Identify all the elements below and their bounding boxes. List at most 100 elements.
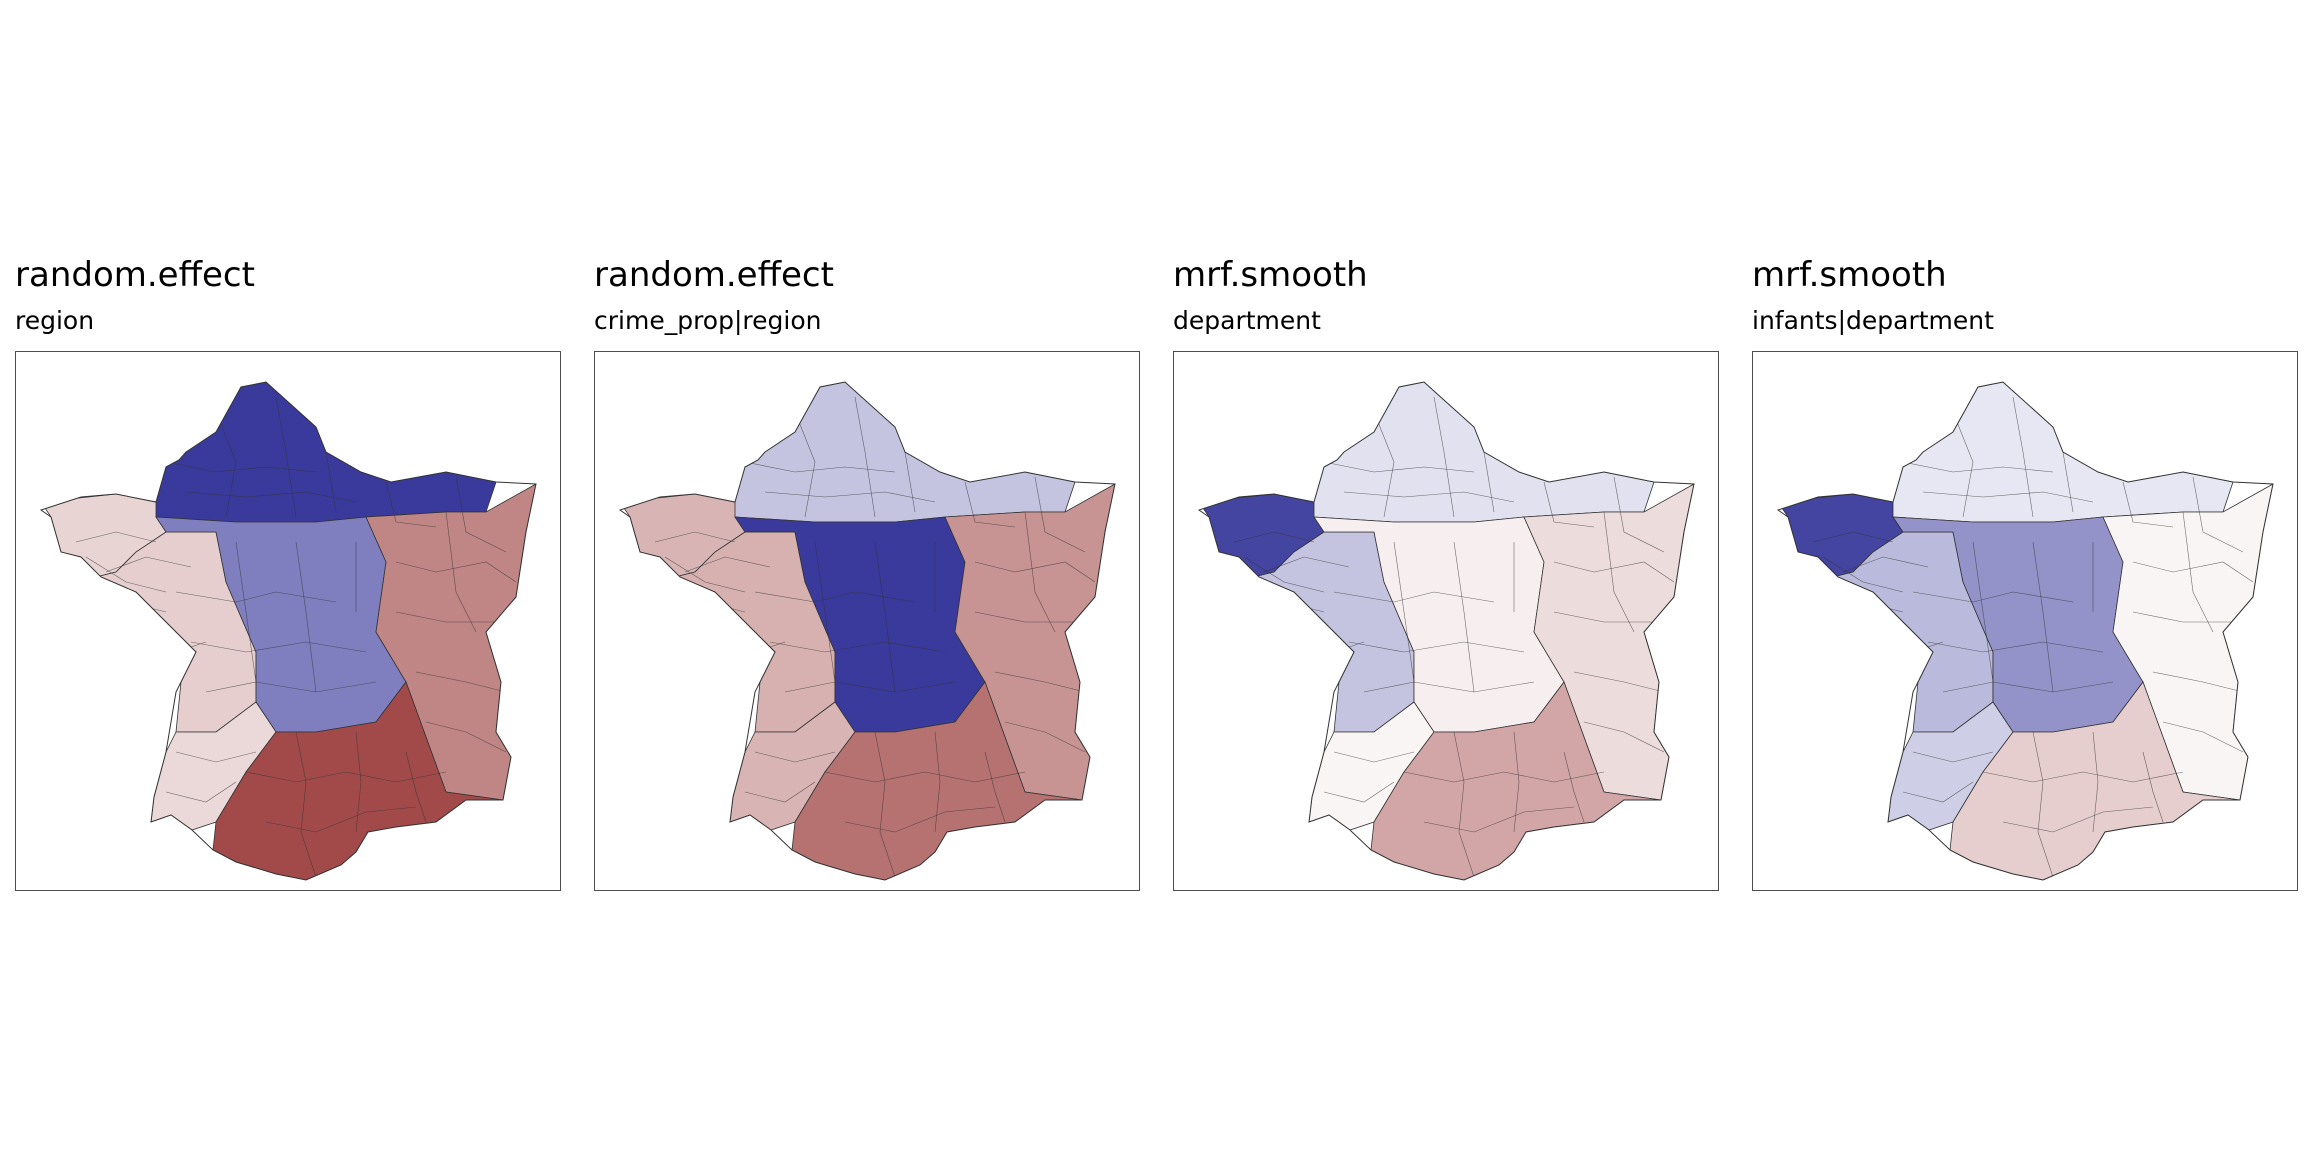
country-outline — [618, 381, 1116, 881]
map-frame — [594, 351, 1140, 891]
department-boundary — [265, 806, 417, 833]
department-boundary — [2062, 451, 2074, 513]
department-boundary — [2092, 731, 2099, 833]
france-map — [1776, 381, 2274, 881]
department-boundary — [1942, 681, 2114, 693]
department-boundary — [2002, 806, 2154, 833]
department-boundary — [1972, 541, 1994, 683]
department-boundary — [814, 541, 836, 683]
region-north — [1852, 382, 2234, 523]
department-boundary — [744, 781, 816, 803]
country-outline — [1197, 381, 1695, 881]
france-map — [618, 381, 1116, 881]
department-boundary — [1393, 541, 1415, 683]
department-boundary — [395, 611, 496, 623]
map-frame — [15, 351, 561, 891]
department-boundary — [1323, 781, 1395, 803]
department-boundary — [2152, 671, 2244, 693]
department-boundary — [1842, 556, 1929, 573]
department-boundary — [1563, 751, 1585, 823]
department-boundary — [295, 731, 317, 878]
department-boundary — [1553, 561, 1675, 583]
department-boundary — [664, 556, 746, 593]
region-north — [694, 382, 1076, 523]
department-boundary — [455, 476, 507, 553]
department-boundary — [405, 751, 427, 823]
department-boundary — [1613, 476, 1665, 553]
department-boundary — [744, 461, 896, 473]
department-boundary — [2122, 481, 2174, 528]
department-boundary — [215, 411, 237, 518]
department-boundary — [445, 511, 477, 633]
department-boundary — [1603, 511, 1635, 633]
department-boundary — [295, 541, 317, 693]
region-north — [1273, 382, 1655, 523]
department-boundary — [2132, 611, 2233, 623]
department-boundary — [1952, 411, 1974, 518]
department-boundary — [1583, 721, 1665, 753]
department-boundary — [1348, 641, 1525, 653]
country-outline — [39, 381, 537, 881]
department-boundary — [994, 671, 1086, 693]
france-map — [1197, 381, 1695, 881]
department-boundary — [1902, 461, 2054, 473]
department-boundary — [684, 556, 771, 573]
region-north — [115, 382, 497, 523]
department-boundary — [2012, 396, 2034, 518]
department-boundary — [325, 451, 337, 513]
department-boundary — [105, 556, 192, 573]
department-boundary — [185, 491, 357, 503]
department-boundary — [1373, 411, 1395, 518]
department-boundary — [1912, 591, 2074, 603]
department-boundary — [2142, 751, 2164, 823]
department-boundary — [1927, 641, 2104, 653]
department-boundary — [1323, 461, 1475, 473]
department-boundary — [190, 641, 367, 653]
panel-subtitle: department — [1173, 306, 1321, 335]
panel-title: random.effect — [594, 255, 834, 295]
department-boundary — [1024, 511, 1056, 633]
department-boundary — [2162, 721, 2244, 753]
department-boundary — [85, 556, 167, 593]
panel-title: random.effect — [15, 255, 255, 295]
department-boundary — [1233, 531, 1315, 543]
department-boundary — [1453, 541, 1475, 693]
department-boundary — [385, 481, 437, 528]
department-boundary — [984, 751, 1006, 823]
department-boundary — [1922, 491, 2094, 503]
department-boundary — [754, 591, 916, 603]
department-boundary — [175, 591, 337, 603]
department-boundary — [75, 531, 157, 543]
department-boundary — [1263, 556, 1350, 573]
map-panel-2: random.effect crime_prop|region — [594, 0, 1142, 1152]
department-boundary — [1812, 531, 1894, 543]
department-boundary — [769, 641, 946, 653]
map-frame — [1173, 351, 1719, 891]
department-boundary — [1573, 671, 1665, 693]
department-boundary — [175, 751, 257, 763]
department-boundary — [415, 671, 507, 693]
department-boundary — [275, 396, 297, 518]
department-boundary — [874, 731, 896, 878]
department-boundary — [425, 721, 507, 753]
department-boundary — [1363, 681, 1535, 693]
department-boundary — [764, 491, 936, 503]
country-outline — [1776, 381, 2274, 881]
department-boundary — [934, 731, 941, 833]
map-panel-3: mrf.smooth department — [1173, 0, 1721, 1152]
department-boundary — [1912, 751, 1994, 763]
department-boundary — [2032, 731, 2054, 878]
department-boundary — [844, 806, 996, 833]
department-boundary — [1822, 556, 1904, 593]
department-boundary — [1902, 781, 1974, 803]
department-boundary — [355, 731, 362, 833]
department-boundary — [1333, 591, 1495, 603]
department-boundary — [2182, 511, 2214, 633]
department-boundary — [974, 611, 1075, 623]
department-boundary — [2032, 541, 2054, 693]
department-boundary — [974, 561, 1096, 583]
department-boundary — [1004, 721, 1086, 753]
map-panel-1: random.effect region — [15, 0, 563, 1152]
department-boundary — [395, 561, 517, 583]
department-boundary — [1543, 481, 1595, 528]
